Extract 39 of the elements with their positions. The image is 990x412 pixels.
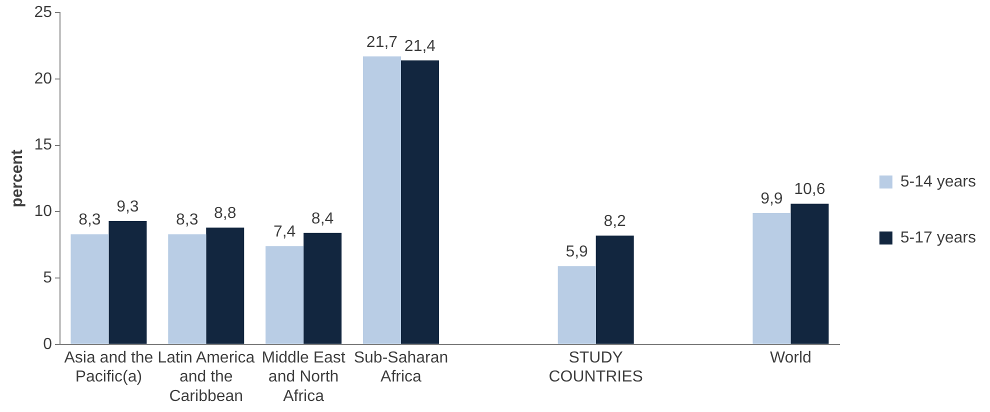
y-tick-label: 20 bbox=[34, 70, 52, 88]
bar bbox=[558, 266, 596, 344]
bar bbox=[752, 213, 791, 344]
bar bbox=[168, 234, 206, 344]
bar bbox=[790, 204, 829, 344]
data-label: 8,4 bbox=[311, 210, 334, 228]
x-tick-label: Sub-Saharan Africa bbox=[354, 349, 448, 386]
bar bbox=[108, 220, 147, 344]
y-axis-title: percent bbox=[9, 148, 26, 208]
data-label: 21,4 bbox=[404, 38, 436, 55]
data-label: 10,6 bbox=[794, 181, 826, 198]
bar bbox=[304, 232, 342, 344]
data-label: 21,7 bbox=[366, 34, 398, 51]
data-label: 8,8 bbox=[214, 205, 236, 222]
y-tick-label: 5 bbox=[43, 269, 52, 286]
x-tick-label: Middle East and North Africa bbox=[262, 349, 346, 405]
bar bbox=[206, 228, 244, 344]
data-label: 8,3 bbox=[78, 212, 101, 229]
bar bbox=[596, 236, 634, 344]
x-tick-label: Latin America and the Caribbean bbox=[158, 349, 255, 405]
legend-label: 5-17 years bbox=[900, 229, 976, 246]
x-tick-label: STUDY COUNTRIES bbox=[548, 349, 643, 386]
y-tick-label: 10 bbox=[34, 203, 52, 220]
bar bbox=[362, 56, 401, 344]
x-tick-label: World bbox=[770, 349, 812, 366]
data-label: 8,3 bbox=[176, 212, 198, 229]
data-label: 7,4 bbox=[273, 224, 296, 241]
x-tick-label: Asia and the Pacific(a) bbox=[64, 349, 154, 386]
data-label: 5,9 bbox=[566, 244, 588, 260]
bar bbox=[400, 60, 439, 344]
bar bbox=[266, 246, 304, 344]
data-label: 9,3 bbox=[116, 198, 139, 216]
y-tick-label: 15 bbox=[34, 136, 52, 154]
legend-label: 5-14 years bbox=[900, 173, 976, 190]
data-label: 9,9 bbox=[760, 190, 783, 208]
bar bbox=[70, 234, 109, 344]
y-tick-label: 0 bbox=[43, 336, 52, 353]
data-label: 8,2 bbox=[604, 212, 626, 230]
y-tick-label: 25 bbox=[34, 4, 52, 22]
